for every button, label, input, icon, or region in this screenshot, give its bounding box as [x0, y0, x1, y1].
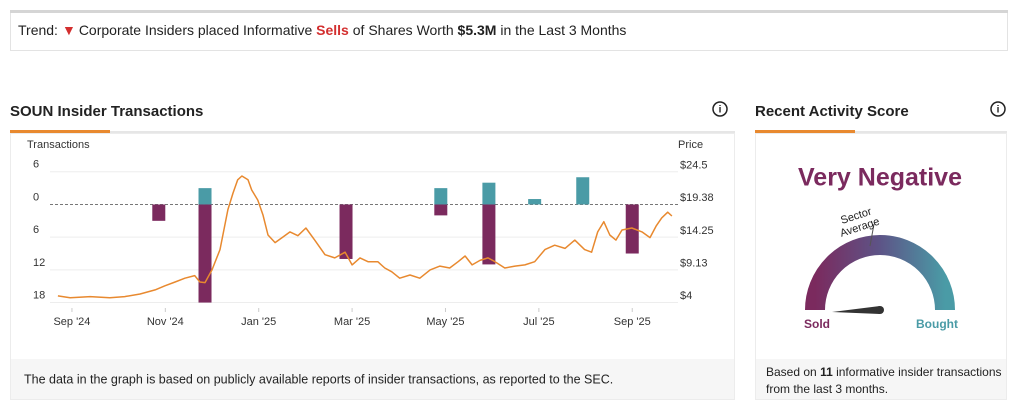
chart-box [10, 133, 735, 400]
x-tick-label: Jan '25 [241, 316, 276, 328]
y2-axis-title: Price [678, 139, 703, 151]
banner-middle: of Shares Worth [353, 22, 454, 38]
bar [198, 188, 212, 205]
y2-tick-label: $24.5 [680, 160, 708, 172]
banner-before: Corporate Insiders placed Informative [79, 22, 313, 38]
y2-tick-label: $14.25 [680, 225, 714, 237]
banner-box [10, 10, 1008, 51]
bar [528, 199, 542, 205]
banner-amount: $5.3M [458, 22, 497, 38]
banner-after: in the Last 3 Months [500, 22, 626, 38]
y-tick-label: 6 [33, 159, 39, 171]
x-tick-label: Nov '24 [147, 316, 184, 328]
benchmark-tick [869, 223, 875, 247]
summary-before: Based on [766, 365, 817, 379]
x-tick-label: Sep '25 [614, 316, 651, 328]
bar [434, 188, 448, 205]
summary: Based on 11 informative insider transact… [766, 365, 1002, 379]
x-tick-label: Mar '25 [334, 316, 370, 328]
bar [625, 204, 639, 254]
svg-text:i: i [719, 105, 722, 116]
score-title: Recent Activity Score [755, 103, 909, 120]
x-tick-label: Sep '24 [53, 316, 90, 328]
summary-after: informative insider transactions [836, 365, 1001, 379]
y2-tick-label: $9.13 [680, 257, 708, 269]
y-tick-label: 18 [33, 289, 45, 301]
y-tick-label: 0 [33, 191, 39, 203]
info-icon[interactable]: i [990, 101, 1006, 117]
transaction-count: 11 [820, 365, 833, 379]
y-axis-title: Transactions [27, 139, 90, 151]
bar [198, 204, 212, 303]
svg-text:i: i [997, 105, 1000, 116]
chart-title: SOUN Insider Transactions [10, 103, 203, 120]
y2-tick-label: $4 [680, 290, 692, 302]
needle [832, 306, 880, 314]
summary-line2: from the last 3 months. [766, 382, 888, 396]
plot: 6 0 6 12 18 $24.5 $19.38 $14.25 $9.13 $4 Sep '24 No… [33, 159, 714, 328]
bar [482, 182, 496, 205]
divider [755, 131, 1007, 133]
divider [10, 131, 735, 133]
bar [576, 177, 590, 205]
bar [152, 204, 166, 221]
bar [482, 204, 496, 265]
y-tick-label: 12 [33, 257, 45, 269]
x-tick-label: May '25 [426, 316, 464, 328]
gauge-arc [805, 235, 955, 311]
rating: Very Negative [798, 164, 962, 192]
price-line [57, 175, 673, 299]
score-box [755, 133, 1007, 400]
summary-box [756, 359, 1006, 399]
low-label: Sold [804, 317, 830, 331]
footnote: The data in the graph is based on public… [24, 372, 613, 386]
y-tick-label: 6 [33, 224, 39, 236]
high-label: Bought [916, 317, 958, 331]
banner-text: Trend: ▼ Corporate Insiders placed Informa… [18, 22, 626, 38]
bar [339, 204, 353, 259]
tab-accent [755, 130, 855, 134]
footnote-box [11, 359, 734, 399]
bar [434, 204, 448, 216]
banner-action: Sells [316, 22, 349, 38]
y2-tick-label: $19.38 [680, 192, 714, 204]
tab-accent [10, 130, 110, 134]
down-arrow: ▼ [62, 22, 76, 38]
info-icon[interactable]: i [712, 101, 728, 117]
needle-hub [876, 306, 884, 314]
banner-top-bar [10, 10, 1008, 13]
x-tick-label: Jul '25 [523, 316, 554, 328]
banner-label: Trend: [18, 22, 58, 38]
